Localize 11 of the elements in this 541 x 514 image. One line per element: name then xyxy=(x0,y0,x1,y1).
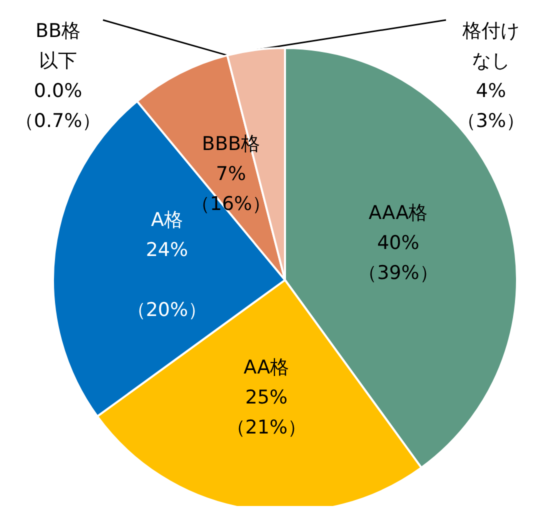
data-label: 40% （39%） xyxy=(358,232,438,284)
text: 0.0% （0.7%） xyxy=(14,80,102,132)
data-label: 4% （3%） xyxy=(456,80,526,132)
slice-label: BBB格 xyxy=(202,132,260,155)
slice-label: AAA格 xyxy=(368,202,428,224)
text: 24% （20%） xyxy=(126,239,208,322)
slice-label: AA格 xyxy=(244,356,290,379)
data-label: 25% （21%） xyxy=(226,386,306,439)
slice-label: 格付けなし xyxy=(462,20,520,72)
category-label: BB格以下 xyxy=(35,20,81,72)
slice-label: A格 xyxy=(150,209,183,232)
